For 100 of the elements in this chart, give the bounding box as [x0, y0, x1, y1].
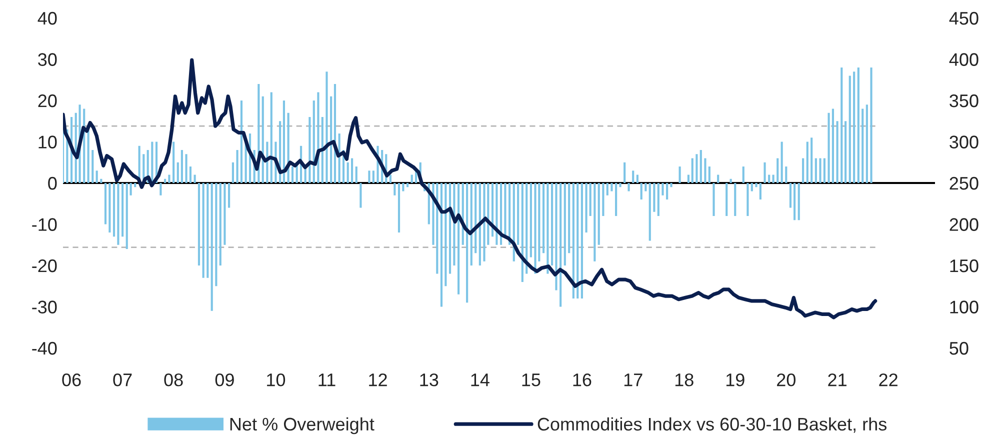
bar — [759, 183, 762, 200]
bar — [372, 170, 374, 183]
bar — [126, 183, 128, 249]
x-tick-label: 18 — [675, 373, 694, 386]
bar — [546, 183, 549, 274]
bar — [160, 183, 162, 196]
bar — [657, 183, 660, 216]
bar — [802, 158, 804, 183]
y-tick-label: -20 — [32, 259, 57, 272]
bar — [215, 183, 218, 286]
y-tick-label: 0 — [48, 176, 57, 190]
y-tick-label: 30 — [38, 53, 57, 66]
bar — [228, 183, 230, 208]
bar — [857, 68, 860, 183]
bar — [836, 121, 838, 183]
bar — [823, 158, 826, 183]
bar — [440, 183, 443, 307]
y2-tick-label: 400 — [949, 53, 978, 66]
bar — [828, 112, 830, 183]
bar — [798, 183, 800, 220]
bar — [398, 183, 400, 232]
bar — [458, 183, 460, 294]
bar — [168, 174, 170, 183]
bar — [750, 183, 753, 192]
bar — [648, 183, 651, 241]
bar — [470, 183, 472, 266]
bar — [224, 183, 226, 245]
bar — [517, 183, 520, 245]
bar — [555, 183, 558, 290]
bar — [355, 166, 358, 183]
bar — [108, 183, 111, 232]
y2-tick-label: 150 — [950, 259, 978, 272]
y-tick-label: 10 — [38, 136, 57, 148]
bar — [670, 183, 672, 188]
bar — [232, 162, 234, 183]
y2-tick-label: 50 — [950, 342, 968, 355]
bar — [104, 183, 107, 224]
bar — [270, 92, 272, 183]
bar — [504, 183, 506, 237]
bar — [624, 162, 626, 183]
bar — [180, 150, 183, 183]
bar — [202, 183, 204, 278]
bar — [772, 174, 774, 183]
bar — [194, 174, 196, 183]
bar — [644, 183, 647, 192]
bar — [704, 158, 706, 183]
x-tick-label: 15 — [522, 374, 540, 386]
bar — [92, 150, 94, 183]
bar — [100, 178, 102, 183]
x-tick-label: 11 — [318, 374, 336, 386]
bar — [810, 138, 813, 183]
bar — [580, 183, 583, 298]
bar — [832, 108, 834, 183]
bar — [585, 183, 588, 232]
bar — [560, 183, 562, 307]
bar — [568, 183, 570, 254]
bar — [189, 166, 192, 183]
bar — [134, 183, 136, 188]
bar — [700, 150, 702, 183]
y2-tick-label: 300 — [950, 136, 978, 148]
bar — [615, 183, 618, 216]
x-tick-label: 10 — [267, 373, 286, 386]
bar — [534, 183, 536, 274]
y-tick-label: -10 — [32, 218, 57, 231]
bar — [742, 166, 744, 183]
bar — [368, 170, 370, 183]
bar — [840, 68, 843, 183]
bar — [96, 170, 98, 183]
bar — [662, 183, 664, 196]
bar — [240, 100, 243, 183]
bar — [206, 183, 209, 278]
bar — [330, 96, 332, 183]
bar — [444, 183, 447, 286]
bar — [236, 150, 238, 183]
bar — [610, 183, 613, 192]
bar — [572, 183, 574, 298]
y-tick-label: 20 — [38, 94, 57, 108]
y2-tick-label: 450 — [949, 12, 978, 25]
bar — [350, 158, 354, 183]
bar — [789, 183, 792, 208]
bar — [117, 183, 120, 245]
legend-label: Commodities Index vs 60-30-10 Basket, rhs — [538, 417, 886, 433]
bar — [708, 166, 710, 183]
bar — [602, 183, 604, 216]
bar — [326, 72, 328, 183]
bar — [530, 183, 532, 258]
bar — [176, 162, 179, 183]
bar — [780, 142, 783, 183]
bar — [696, 154, 698, 183]
bar — [210, 183, 213, 311]
bar — [466, 183, 468, 303]
bar — [521, 183, 524, 282]
bar — [122, 183, 124, 237]
bar — [717, 174, 720, 183]
bar — [746, 183, 749, 216]
bar — [312, 100, 315, 183]
bar — [870, 68, 872, 183]
bar — [291, 166, 294, 183]
x-tick-label: 08 — [164, 373, 183, 386]
y2-tick-label: 100 — [950, 300, 978, 314]
